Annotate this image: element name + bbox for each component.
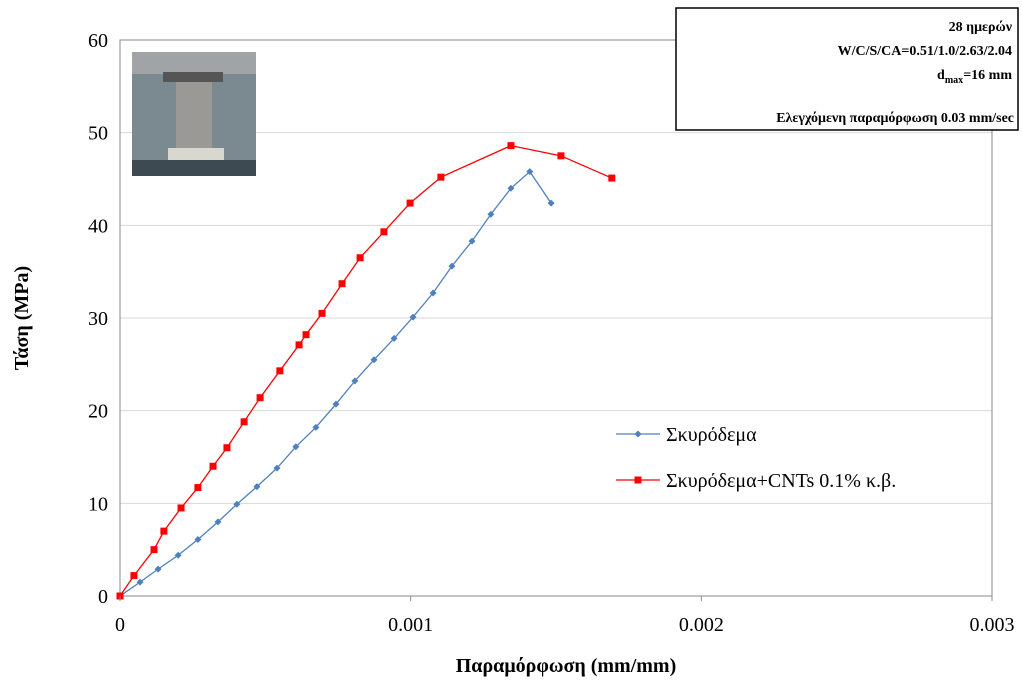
x-tick-label: 0.003: [970, 614, 1015, 636]
y-tick-label: 50: [88, 123, 108, 145]
marker: [302, 331, 310, 339]
marker: [507, 184, 515, 192]
y-tick-label: 0: [98, 586, 108, 608]
legend: Σκυρόδεμα Σκυρόδεμα+CNTs 0.1% κ.β.: [616, 424, 896, 492]
marker: [634, 430, 642, 438]
marker: [177, 504, 185, 512]
annotation-text: d: [937, 68, 945, 83]
legend-label: Σκυρόδεμα+CNTs 0.1% κ.β.: [666, 470, 896, 492]
photo-part: [168, 148, 224, 160]
marker: [256, 394, 264, 402]
marker: [223, 444, 231, 452]
photo-part: [132, 52, 256, 74]
marker: [468, 237, 476, 245]
y-tick-label: 60: [88, 30, 108, 52]
marker: [209, 462, 217, 470]
marker: [318, 309, 326, 317]
photo-inset: [132, 52, 256, 176]
marker: [557, 152, 565, 160]
marker: [487, 210, 495, 218]
marker: [406, 199, 414, 207]
legend-label: Σκυρόδεμα: [666, 424, 757, 446]
y-axis-title: Τάση (MPa): [11, 266, 33, 370]
marker: [312, 423, 320, 431]
annotation-text: W/C/S/CA=0.51/1.0/2.63/2.04: [838, 44, 1012, 59]
marker: [240, 418, 248, 426]
marker: [356, 254, 364, 262]
y-tick-label: 30: [88, 308, 108, 330]
marker: [448, 262, 456, 270]
marker: [292, 443, 300, 451]
marker: [332, 400, 340, 408]
marker: [409, 313, 417, 321]
photo-part: [176, 82, 212, 148]
marker: [130, 572, 138, 580]
annotation: 28 ημερών W/C/S/CA=0.51/1.0/2.63/2.04 dm…: [675, 7, 1019, 131]
y-tick-label: 20: [88, 401, 108, 423]
x-axis-title: Παραμόρφωση (mm/mm): [456, 655, 676, 677]
marker: [608, 174, 616, 182]
marker: [154, 565, 162, 573]
marker: [380, 228, 388, 236]
annotation-box: [675, 7, 1019, 131]
marker: [160, 527, 168, 535]
marker: [370, 356, 378, 364]
marker: [390, 334, 398, 342]
marker: [437, 173, 445, 181]
annotation-text: Ελεγχόμενη παραμόρφωση 0.03 mm/sec: [776, 111, 1014, 126]
marker: [194, 484, 202, 492]
x-tick-label: 0.001: [388, 614, 433, 636]
marker: [429, 289, 437, 297]
y-tick-label: 40: [88, 215, 108, 237]
marker: [273, 464, 281, 472]
photo-part: [132, 160, 256, 176]
marker: [150, 546, 158, 554]
x-tick-label: 0: [115, 614, 125, 636]
y-tick-label: 10: [88, 493, 108, 515]
annotation-text: 28 ημερών: [949, 20, 1013, 35]
marker: [547, 199, 555, 207]
marker: [351, 377, 359, 385]
marker: [338, 280, 346, 288]
marker: [214, 518, 222, 526]
series-line: [119, 144, 613, 597]
marker: [634, 476, 642, 484]
plot-border: [119, 39, 993, 597]
annotation-text: dmax=16 mm: [937, 68, 1012, 86]
x-tick-label: 0.002: [679, 614, 724, 636]
marker: [526, 168, 534, 176]
marker: [276, 367, 284, 375]
marker: [136, 578, 144, 586]
annotation-text: =16 mm: [963, 68, 1012, 83]
marker: [194, 535, 202, 543]
annotation-subscript: max: [945, 75, 963, 86]
marker: [233, 500, 241, 508]
photo-part: [163, 72, 223, 82]
marker: [507, 142, 515, 150]
series-layer: [116, 142, 616, 600]
marker: [295, 341, 303, 349]
marker: [174, 551, 182, 559]
marker: [253, 483, 261, 491]
